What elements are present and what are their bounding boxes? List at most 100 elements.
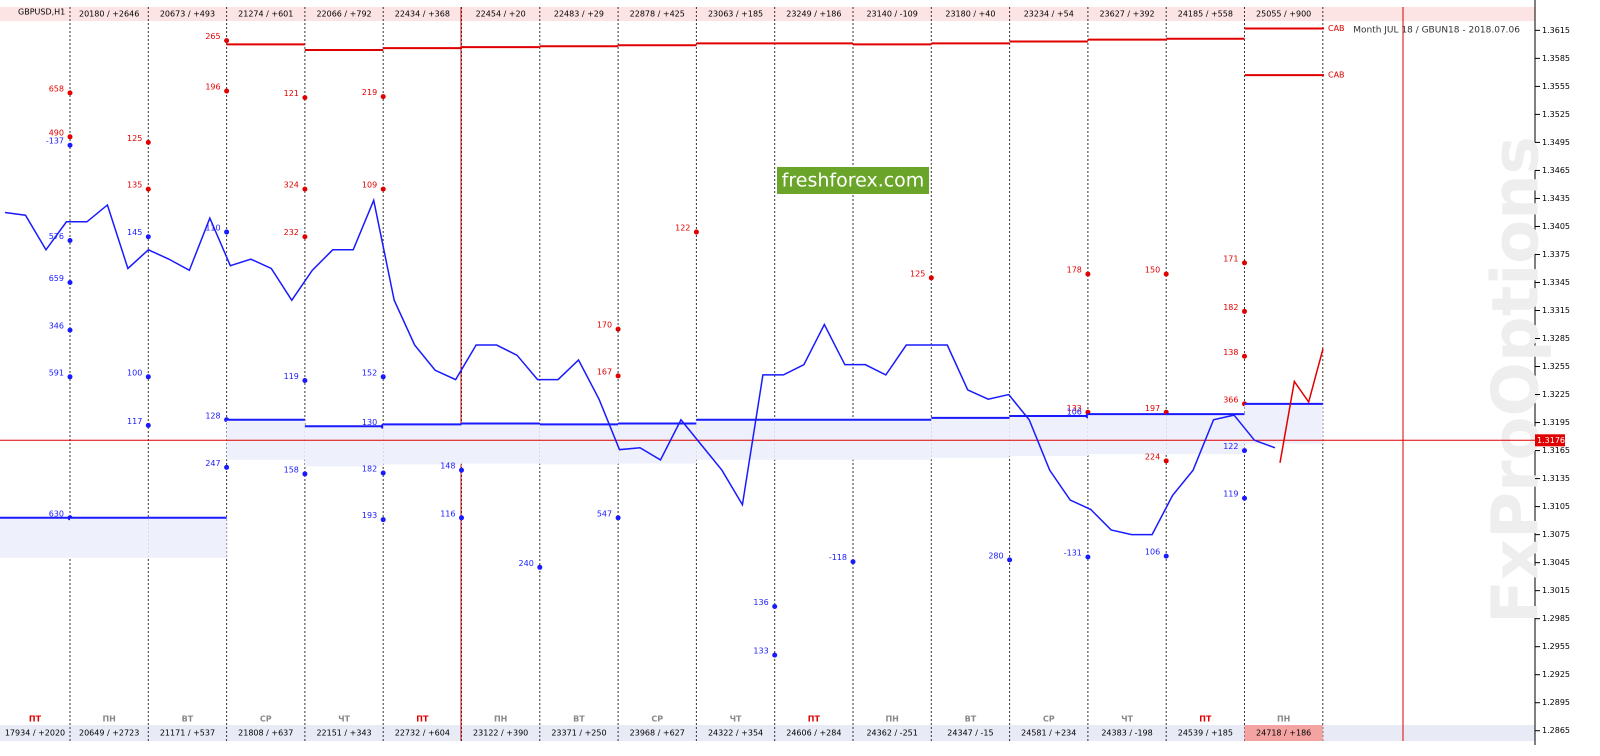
level-label: 247 (205, 459, 220, 468)
level-label: 116 (440, 509, 455, 518)
y-tick-label: 1.3435 (1542, 194, 1570, 203)
level-label: 167 (597, 367, 612, 376)
level-label: 193 (362, 511, 377, 520)
level-dot (67, 279, 73, 285)
level-dot (1007, 557, 1013, 563)
y-tick-label: 1.3555 (1542, 82, 1570, 91)
y-tick-label: 1.3285 (1542, 334, 1570, 343)
level-label: 100 (127, 368, 142, 377)
level-dot (380, 94, 386, 100)
day-label: ПН (494, 715, 507, 724)
y-tick-label: 1.2925 (1542, 670, 1570, 679)
y-tick-label: 1.2955 (1542, 642, 1570, 651)
support-zone (70, 517, 149, 558)
support-zone (1244, 403, 1323, 444)
footer-cell: 24581 / +234 (1021, 729, 1076, 738)
level-label: 182 (1223, 303, 1238, 312)
level-label: 240 (519, 559, 534, 568)
y-tick-label: 1.3525 (1542, 110, 1570, 119)
cab-label: CAB (1328, 71, 1345, 80)
level-label: 138 (1223, 348, 1238, 357)
level-label: 121 (284, 89, 299, 98)
support-zone (148, 517, 227, 558)
level-label: 106 (1067, 408, 1082, 417)
header-cell: 22878 / +425 (630, 10, 685, 19)
day-label: ЧТ (730, 715, 742, 724)
footer-cell: 24322 / +354 (708, 729, 763, 738)
level-label: 135 (127, 181, 142, 190)
level-dot (693, 229, 699, 235)
level-dot (1242, 495, 1247, 501)
level-dot (224, 38, 230, 44)
level-dot (145, 374, 151, 380)
day-label: ПТ (416, 715, 429, 724)
footer-cell: 24362 / -251 (866, 729, 917, 738)
level-label: 125 (127, 134, 142, 143)
level-label: 170 (597, 321, 612, 330)
level-dot (224, 464, 230, 470)
level-dot (145, 234, 151, 240)
support-zone (461, 423, 540, 464)
level-label: 109 (362, 181, 377, 190)
level-dot (67, 90, 73, 96)
footer-cell: 22732 / +604 (395, 729, 450, 738)
footer-cell: 17934 / +2020 (5, 729, 65, 738)
day-label: ПН (885, 715, 898, 724)
support-zone (696, 419, 775, 460)
level-dot (1085, 554, 1091, 560)
level-label: 232 (284, 228, 299, 237)
level-dot (1163, 271, 1169, 277)
level-dot (380, 374, 386, 380)
level-label: -118 (829, 553, 847, 562)
level-label: 136 (753, 598, 768, 607)
level-dot (928, 275, 934, 281)
y-tick-label: 1.3585 (1542, 54, 1570, 63)
footer-cell: 20649 / +2723 (79, 729, 139, 738)
level-dot (67, 142, 73, 148)
day-label: ПТ (29, 715, 42, 724)
level-label: 171 (1223, 254, 1238, 263)
level-dot (302, 234, 308, 240)
level-label: 630 (49, 509, 64, 518)
y-tick-label: 1.3315 (1542, 306, 1570, 315)
level-label: 547 (597, 509, 612, 518)
y-tick-label: 1.3075 (1542, 530, 1570, 539)
support-zone (226, 419, 305, 460)
footer-highlight (1244, 725, 1323, 741)
level-dot (615, 326, 621, 332)
level-label: 145 (127, 228, 142, 237)
level-label: 110 (205, 224, 220, 233)
level-dot (302, 378, 308, 384)
level-dot (145, 186, 151, 192)
logo: freshforex.com (782, 170, 925, 192)
level-dot (145, 139, 151, 145)
level-dot (302, 186, 308, 192)
level-label: -131 (1064, 549, 1082, 558)
level-label: 658 (49, 84, 64, 93)
y-tick-label: 1.2985 (1542, 614, 1570, 623)
day-label: ВТ (182, 715, 194, 724)
header-cell: 23627 / +392 (1099, 10, 1154, 19)
level-label: 280 (988, 551, 1003, 560)
level-dot (1242, 308, 1247, 314)
support-zone (931, 417, 1010, 458)
y-tick-label: 1.3615 (1542, 26, 1570, 35)
support-zone (853, 419, 932, 460)
footer-cell: 23371 / +250 (551, 729, 606, 738)
level-label: 122 (675, 224, 690, 233)
level-label: 152 (362, 368, 377, 377)
level-dot (615, 373, 621, 379)
y-tick-label: 1.3345 (1542, 278, 1570, 287)
day-label: ВТ (965, 715, 977, 724)
level-label: 324 (284, 181, 299, 190)
level-label: 366 (1223, 395, 1238, 404)
y-tick-label: 1.2865 (1542, 726, 1570, 735)
level-label: 133 (753, 647, 768, 656)
level-dot (380, 517, 386, 523)
level-dot (67, 237, 73, 243)
support-zone (774, 419, 853, 460)
footer-cell: 24539 / +185 (1178, 729, 1233, 738)
